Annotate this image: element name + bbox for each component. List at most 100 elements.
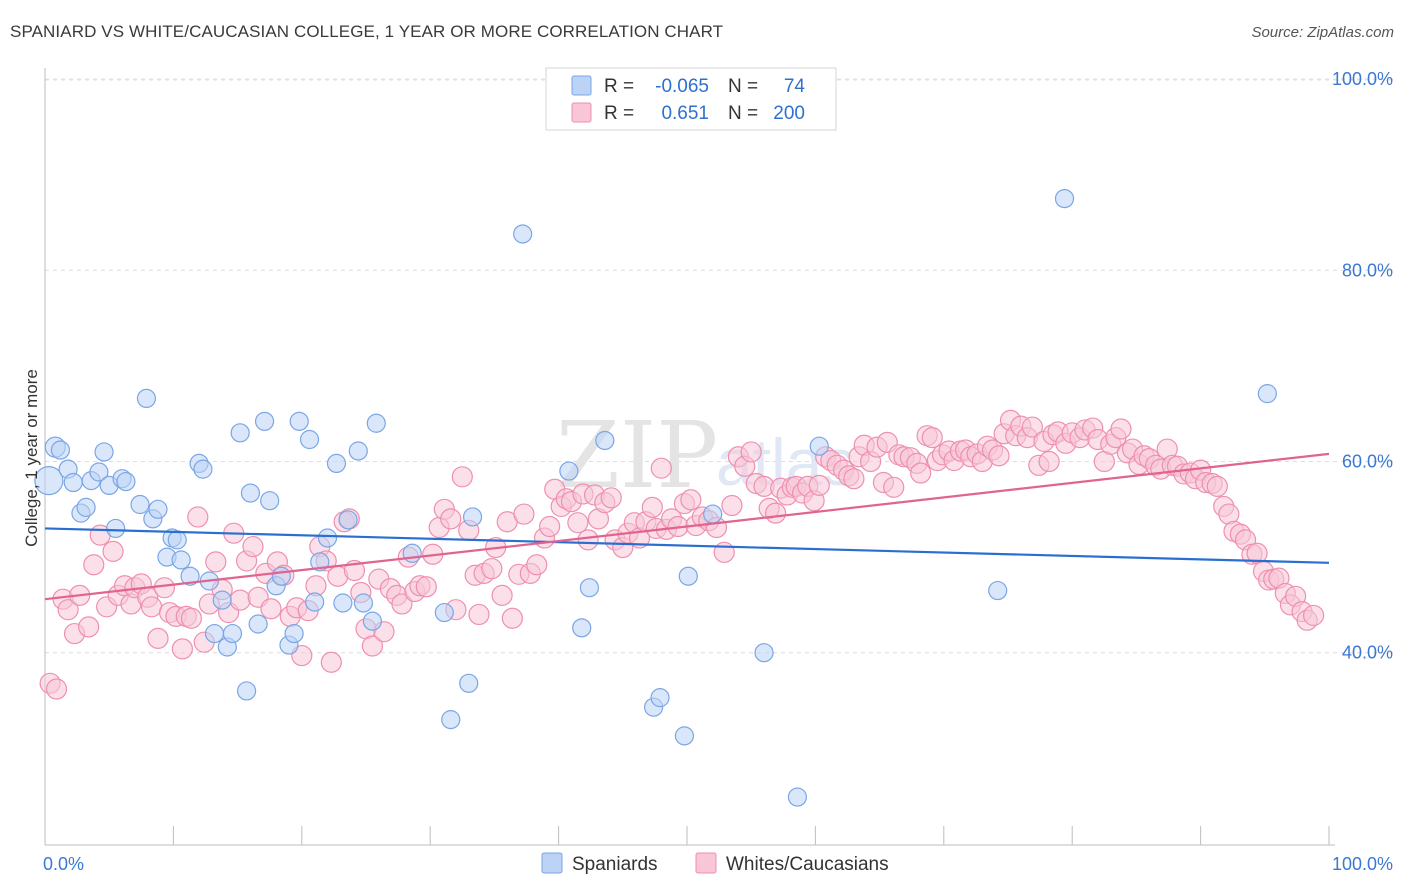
y-tick-label: 40.0% [1342,643,1393,663]
legend-n-label-2: N = [728,103,758,124]
spaniards-point [193,459,213,479]
spaniards-point [116,471,136,492]
spaniards-point [63,472,83,493]
spaniards-point [326,453,347,474]
spaniards-point [310,552,330,572]
y-tick-label: 80.0% [1342,260,1393,280]
spaniards-point [362,611,383,631]
whites-caucasians-point [171,638,193,660]
spaniards-point [650,688,670,708]
spaniards-point [579,578,600,598]
spaniards-point [167,530,187,550]
x-tick-labels: 0.0% 100.0% [43,854,1393,874]
spaniards-point [513,224,533,244]
whites-caucasians-point [187,506,209,528]
spaniards-point [89,462,109,482]
whites-caucasians-point [1110,418,1132,440]
spaniards-point [366,413,386,433]
legend-r-label-2: R = [604,103,634,124]
spaniards-point [703,504,723,524]
spaniards-point [94,442,114,462]
whites-caucasians-point [83,554,105,576]
whites-caucasians-point [808,474,830,496]
whites-caucasians-point [320,651,342,673]
series-legend: Spaniards Whites/Caucasians [541,852,889,875]
bottom-swatch-spaniards [541,852,563,874]
whites-caucasians-point [491,584,513,606]
whites-caucasians-point [577,529,599,551]
spaniards-point [674,726,695,746]
x-tick-label: 0.0% [43,854,84,874]
whites-caucasians-point [721,494,743,517]
whites-caucasians-point [539,515,561,538]
spaniards-point [787,787,808,807]
whites-caucasians-point [140,596,163,618]
spaniards-point [1054,189,1075,209]
whites-caucasians-point [180,607,202,629]
whites-caucasians-point [501,607,523,629]
whites-caucasians-point [513,503,535,525]
legend-r-value-1: -0.065 [655,76,709,97]
whites-caucasians-point [102,540,124,562]
spaniards-point [34,466,64,496]
spaniards-point [212,590,232,610]
whites-caucasians-point [740,441,762,463]
spaniards-point [809,436,829,456]
spaniards-point [595,430,615,451]
whites-caucasians-point [641,496,663,518]
spaniards-point [106,518,126,539]
spaniards-point [230,423,250,443]
chart-title: SPANIARD VS WHITE/CAUCASIAN COLLEGE, 1 Y… [10,22,724,41]
spaniards-point [222,623,243,644]
spaniards-point [333,593,353,613]
whites-caucasians-point [1038,450,1060,473]
spaniards-point [299,429,320,450]
spaniards-trend-line [44,527,1330,564]
whites-caucasians-points [39,409,1325,700]
x-tick-label: 100.0% [1332,854,1393,874]
legend-r-value-2: 0.651 [661,103,709,124]
spaniards-point [988,580,1008,601]
spaniards-point [254,411,275,431]
spaniards-point [260,491,280,511]
whites-caucasians-point [764,502,787,524]
whites-caucasians-trend-line [44,452,1330,601]
spaniards-point [402,543,422,563]
whites-caucasians-point [468,603,490,626]
whites-caucasians-point [680,489,702,511]
whites-caucasians-point [205,551,227,573]
spaniards-point [338,510,358,530]
legend-r-label-1: R = [604,76,634,97]
spaniards-point [1257,384,1277,404]
legend-box [545,67,837,131]
spaniards-point [441,710,461,730]
whites-caucasians-point [440,508,462,530]
whites-caucasians-point [526,554,548,576]
axes [44,68,1335,846]
whites-caucasians-point [260,598,282,620]
spaniards-point [289,411,309,431]
whites-caucasians-point [1206,475,1228,497]
spaniards-point [348,441,368,461]
bottom-legend-whites: Whites/Caucasians [726,854,889,875]
spaniards-point [171,550,191,570]
y-tick-label: 60.0% [1342,452,1393,472]
whites-caucasians-point [57,599,79,621]
spaniards-point [180,566,200,586]
whites-caucasians-point [229,589,251,611]
spaniards-point [136,388,157,409]
spaniards-points [34,189,1277,807]
whites-caucasians-point [451,466,473,488]
whites-caucasians-point [843,468,865,490]
spaniards-point [76,497,96,517]
whites-caucasians-point [242,535,264,558]
whites-caucasians-point [391,593,413,615]
spaniards-point [240,483,261,503]
whites-caucasians-point [921,427,943,449]
whites-caucasians-point [361,635,384,657]
spaniards-point [459,673,479,693]
spaniards-point [572,618,592,638]
correlation-legend: R = -0.065 N = 74 R = 0.651 N = 200 [545,67,837,131]
spaniards-point [248,614,268,634]
legend-n-value-1: 74 [784,76,806,97]
